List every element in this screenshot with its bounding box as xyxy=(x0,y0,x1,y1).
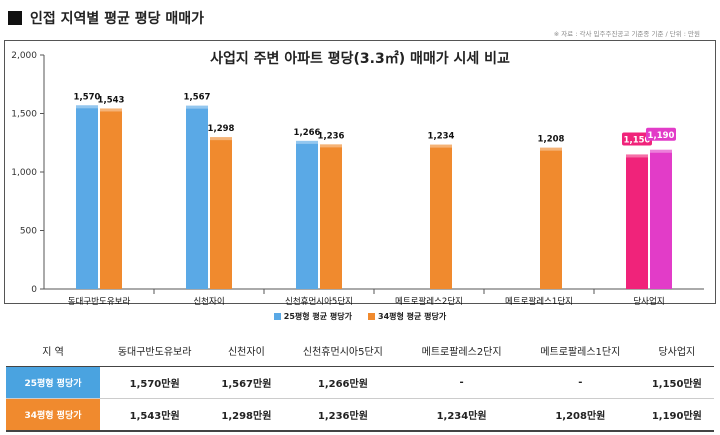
bar-highlight xyxy=(76,105,98,109)
bar-highlight xyxy=(650,149,672,153)
data-label: 1,570 xyxy=(74,92,101,102)
bar-highlight xyxy=(540,147,562,151)
table-cell: 1,208만원 xyxy=(520,398,640,432)
table-cell: - xyxy=(520,366,640,399)
chart-title: 사업지 주변 아파트 평당(3.3㎡) 매매가 시세 비교 xyxy=(210,51,510,67)
section-header: 인접 지역별 평균 평당 매매가 xyxy=(8,6,204,30)
table-cell: 1,570만원 xyxy=(100,366,210,399)
data-label: 1,234 xyxy=(428,132,455,142)
table-header-cell: 신천휴먼시아5단지 xyxy=(283,335,403,367)
bar xyxy=(186,105,208,289)
data-label-callout xyxy=(646,127,676,141)
legend-item-25: 25평형 평균 평당가 xyxy=(273,311,352,322)
legend-label-25: 25평형 평균 평당가 xyxy=(283,312,352,321)
bar-highlight xyxy=(186,105,208,109)
bar xyxy=(210,137,232,289)
table-header-row: 지 역 동대구반도유보라 신천자이 신천휴먼시아5단지 메트로팔레스2단지 메트… xyxy=(6,335,714,367)
bar xyxy=(100,108,122,290)
data-label: 1,150 xyxy=(624,135,651,145)
square-bullet-icon xyxy=(8,11,22,25)
table-header-cell: 메트로팔레스2단지 xyxy=(402,335,521,367)
table-cell: 1,150만원 xyxy=(639,366,714,399)
y-tick-label: 1,000 xyxy=(11,168,37,178)
x-tick-label: 메트로팔레스1단지 xyxy=(505,296,573,307)
y-tick-label: 1,500 xyxy=(11,110,37,120)
chart-legend: 25평형 평균 평당가 34평형 평균 평당가 xyxy=(0,311,720,322)
table-cell: 1,543만원 xyxy=(100,398,210,432)
bar-highlight xyxy=(320,144,342,148)
bar-highlight xyxy=(296,140,318,144)
x-tick-label: 당사업지 xyxy=(633,296,664,307)
table-cell: 1,236만원 xyxy=(283,398,403,432)
table-header-cell: 메트로팔레스1단지 xyxy=(520,335,640,367)
table-header-cell: 당사업지 xyxy=(639,335,714,367)
bar xyxy=(650,149,672,289)
section-title: 인접 지역별 평균 평당 매매가 xyxy=(30,11,205,27)
data-label: 1,236 xyxy=(318,131,345,141)
price-table: 지 역 동대구반도유보라 신천자이 신천휴먼시아5단지 메트로팔레스2단지 메트… xyxy=(6,335,714,432)
data-label: 1,266 xyxy=(294,128,321,138)
bar xyxy=(296,140,318,289)
bar-highlight xyxy=(430,144,452,148)
legend-swatch-25 xyxy=(273,313,281,320)
bar-highlight xyxy=(210,137,232,141)
x-tick-label: 신천휴먼시아5단지 xyxy=(285,296,353,307)
bar xyxy=(540,147,562,289)
table-cell: 1,567만원 xyxy=(209,366,284,399)
chart-frame xyxy=(4,40,716,304)
x-tick-label: 메트로팔레스2단지 xyxy=(395,296,463,307)
data-label-callout xyxy=(622,132,652,146)
data-label: 1,298 xyxy=(208,124,235,134)
bar-highlight xyxy=(100,108,122,112)
row-label-34: 34평형 평당가 xyxy=(6,398,100,432)
data-label: 1,567 xyxy=(184,93,211,103)
table-header-cell: 동대구반도유보라 xyxy=(100,335,210,367)
bar-highlight xyxy=(626,154,648,158)
x-tick-label: 동대구반도유보라 xyxy=(68,296,131,307)
table-cell: 1,298만원 xyxy=(209,398,284,432)
table-cell: 1,190만원 xyxy=(639,398,714,432)
data-label: 1,543 xyxy=(98,95,125,105)
bar xyxy=(76,105,98,289)
table-cell: 1,266만원 xyxy=(283,366,403,399)
table-cell: - xyxy=(402,366,521,399)
bar xyxy=(430,144,452,289)
data-label: 1,208 xyxy=(538,135,565,145)
bar xyxy=(626,154,648,289)
y-tick-label: 2,000 xyxy=(11,51,37,61)
source-note: ※ 자료 : 각사 입주주진공고 기준종 기준 / 단위 : 만원 xyxy=(553,30,700,38)
legend-swatch-34 xyxy=(368,313,375,320)
table-header-cell: 신천자이 xyxy=(209,335,284,367)
legend-label-34: 34평형 평균 평당가 xyxy=(378,312,447,321)
bar xyxy=(320,144,342,289)
data-label: 1,190 xyxy=(648,131,675,141)
y-tick-label: 0 xyxy=(31,285,37,295)
row-label-25: 25평형 평당가 xyxy=(6,366,100,399)
table-row: 34평형 평당가 1,543만원 1,298만원 1,236만원 1,234만원… xyxy=(6,398,714,432)
legend-item-34: 34평형 평균 평당가 xyxy=(368,311,446,322)
table-cell: 1,234만원 xyxy=(402,398,521,432)
x-tick-label: 신천자이 xyxy=(193,296,224,307)
table-header-cell: 지 역 xyxy=(6,335,100,367)
table-row: 25평형 평당가 1,570만원 1,567만원 1,266만원 - - 1,1… xyxy=(6,366,714,399)
y-tick-label: 500 xyxy=(20,227,37,237)
